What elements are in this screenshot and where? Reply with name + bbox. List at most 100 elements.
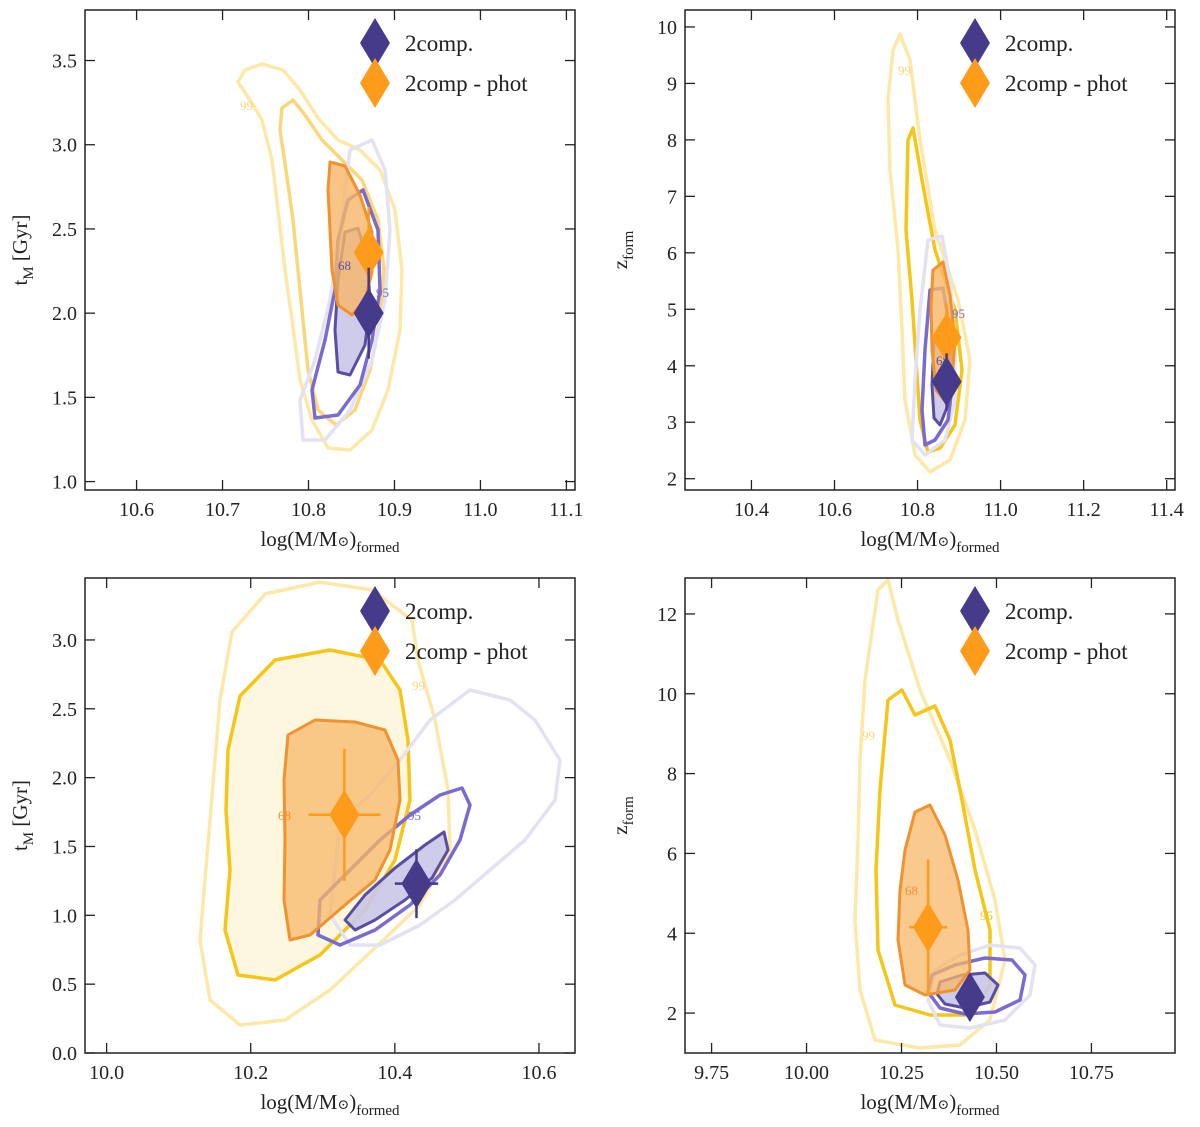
x-axis-label-main: log(M/M	[860, 527, 937, 551]
x-axis-label-main: log(M/M	[260, 1090, 337, 1114]
data-marker	[353, 288, 384, 339]
x-tick-label: 11.2	[1067, 499, 1101, 521]
x-tick-label: 10.6	[817, 499, 852, 521]
y-axis-label-main: z	[608, 825, 632, 834]
contour-comp-95	[926, 956, 1027, 1016]
y-tick-label: 2.0	[52, 303, 77, 325]
y-tick-label: 0.5	[52, 974, 77, 996]
plot-frame	[84, 9, 576, 491]
x-tick-label: 10.0	[89, 1062, 124, 1084]
point-comp2	[353, 267, 384, 359]
y-tick-label: 3.0	[52, 135, 77, 157]
legend-label-phot: 2comp - phot	[405, 639, 528, 664]
y-tick-label: 2.5	[52, 219, 77, 241]
x-tick-label: 10.6	[119, 499, 154, 521]
legend-marker-comp2	[360, 18, 390, 68]
contours	[236, 62, 404, 452]
legend: 2comp. 2comp - phot	[360, 586, 528, 676]
y-tick-label: 0.0	[52, 1043, 77, 1065]
data-marker	[329, 789, 360, 840]
y-tick-label: 4	[667, 356, 677, 378]
y-tick-label: 1.0	[52, 472, 77, 494]
legend-marker-phot	[960, 58, 990, 108]
y-tick-label: 1.0	[52, 905, 77, 927]
data-marker	[931, 356, 962, 407]
legend-marker-phot	[960, 626, 990, 676]
sun-symbol: ⊙	[337, 1098, 349, 1113]
panel-bottom-left: 68 95 99 10.0 10.2 10.4 10.6 0.0 0.5 1.0 1.5 2.0…	[8, 577, 576, 1119]
y-tick-label: 1.5	[52, 836, 77, 858]
contour-label-99: 99	[862, 728, 875, 743]
y-tick-label: 6	[667, 243, 677, 265]
panel-top-left: 68 95 99 10.6 10.7 10.8 10.9 11.0 11.1 1.0 1.5 2…	[8, 9, 584, 556]
x-axis-label-sub: formed	[356, 1103, 400, 1119]
x-tick-label: 10.4	[734, 499, 769, 521]
contour-phot-99	[853, 578, 1007, 1050]
x-tick-label: 10.4	[377, 1062, 412, 1084]
x-axis-label-main: log(M/M	[860, 1090, 937, 1114]
x-tick-label: 10.50	[974, 1062, 1019, 1084]
y-tick-label: 2	[667, 1003, 677, 1025]
y-axis-label-main: t	[8, 845, 32, 851]
x-axis-label-tail: )	[349, 527, 356, 551]
y-axis-label: tM [Gyr]	[8, 214, 37, 285]
legend-label-comp2: 2comp.	[1005, 31, 1073, 56]
point-phot	[909, 859, 948, 996]
point-comp2	[394, 849, 439, 919]
x-tick-label: 11.0	[983, 499, 1017, 521]
contour-labels: 68 95 99	[278, 678, 425, 823]
x-tick-label: 10.00	[784, 1062, 829, 1084]
sun-symbol: ⊙	[937, 535, 949, 550]
x-axis-label-tail: )	[349, 1090, 356, 1114]
x-tick-label: 10.8	[291, 499, 326, 521]
x-axis-label: log(M/M⊙)formed	[260, 527, 400, 556]
y-tick-label: 4	[667, 923, 677, 945]
y-tick-label: 10	[657, 684, 677, 706]
x-axis-label: log(M/M⊙)formed	[860, 527, 1000, 556]
contour-phot-99	[236, 62, 404, 452]
x-axis-label-tail: )	[949, 1090, 956, 1114]
contour-label-95: 95	[952, 306, 965, 321]
y-tick-label: 2.0	[52, 768, 77, 790]
contour-label-95: 95	[408, 808, 421, 823]
y-tick-label: 12	[657, 604, 677, 626]
x-axis-label-sub: formed	[956, 1103, 1000, 1119]
legend-label-phot: 2comp - phot	[405, 71, 528, 96]
contour-phot-95	[278, 98, 386, 427]
x-axis-label-sub: formed	[956, 540, 1000, 556]
y-tick-label: 3.5	[52, 51, 77, 73]
x-tick-label: 10.2	[233, 1062, 268, 1084]
legend-marker-phot	[360, 58, 390, 108]
contour-comp-99	[910, 234, 957, 457]
y-axis-label-main: t	[8, 280, 32, 286]
y-axis-label-sub: form	[621, 230, 637, 259]
x-tick-label: 10.6	[521, 1062, 556, 1084]
y-tick-label: 9	[667, 73, 677, 95]
legend-marker-phot	[360, 626, 390, 676]
y-axis-label-sub: M	[21, 266, 37, 279]
y-axis-label: zform	[608, 230, 637, 269]
y-tick-label: 10	[657, 17, 677, 39]
contours	[853, 578, 1037, 1050]
contour-label-68: 68	[338, 258, 351, 273]
panel-top-right: 68 95 99 10.4 10.6 10.8 11.0 11.2 11.4 2 3 4 5 6 7 8…	[608, 9, 1184, 556]
x-tick-label: 11.0	[463, 499, 497, 521]
y-tick-label: 6	[667, 843, 677, 865]
legend-label-comp2: 2comp.	[405, 599, 473, 624]
contour-label-99: 99	[412, 678, 425, 693]
x-tick-label: 10.7	[205, 499, 240, 521]
contour-label-95: 95	[376, 285, 389, 300]
x-tick-label: 9.75	[694, 1062, 729, 1084]
legend: 2comp. 2comp - phot	[360, 18, 528, 108]
x-tick-label: 10.9	[377, 499, 412, 521]
x-tick-label: 10.75	[1069, 1062, 1114, 1084]
y-tick-label: 5	[667, 299, 677, 321]
y-tick-label: 3	[667, 412, 677, 434]
contour-comp-68	[343, 830, 450, 932]
contour-phot-99	[886, 32, 972, 474]
contour-comp-99	[926, 943, 1037, 1030]
y-tick-label: 2	[667, 469, 677, 491]
y-tick-label: 8	[667, 130, 677, 152]
contour-labels: 68 95 99	[240, 98, 389, 300]
data-marker	[401, 858, 432, 909]
